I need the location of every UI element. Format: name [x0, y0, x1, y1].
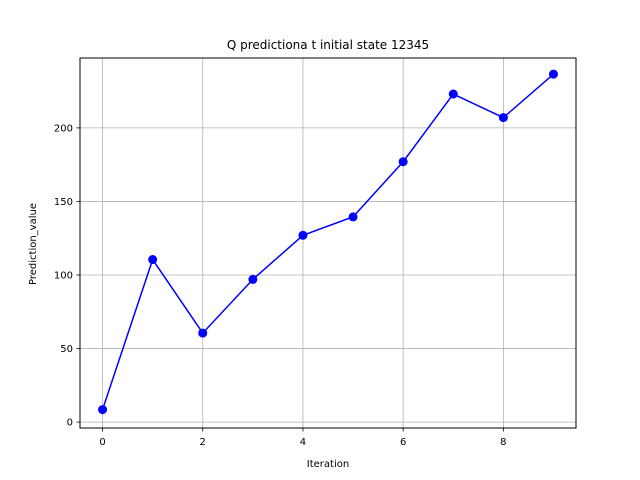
- series-layer: [98, 69, 558, 415]
- y-tick-label: 0: [67, 418, 73, 429]
- grid: [80, 58, 576, 428]
- x-tick-label: 0: [99, 437, 105, 448]
- y-tick-label: 200: [54, 123, 73, 134]
- data-point: [498, 113, 508, 123]
- data-point: [198, 328, 208, 338]
- data-point: [348, 212, 358, 222]
- y-axis-label: Prediction_value: [28, 203, 39, 285]
- x-tick-label: 2: [200, 437, 206, 448]
- series-line: [101, 73, 554, 410]
- data-point: [448, 89, 458, 99]
- x-axis-label: Iteration: [307, 459, 349, 470]
- data-point: [248, 274, 258, 284]
- data-point: [98, 405, 108, 415]
- data-point: [548, 69, 558, 79]
- x-tick-label: 4: [300, 437, 306, 448]
- y-tick-label: 150: [54, 197, 73, 208]
- y-tick-label: 50: [60, 344, 73, 355]
- ticks: 0 2 4 6 8 0 50 100 150 200: [54, 123, 507, 448]
- chart-title: Q predictiona t initial state 12345: [227, 38, 429, 52]
- x-tick-label: 6: [400, 437, 406, 448]
- y-tick-label: 100: [54, 270, 73, 281]
- plot-frame: [79, 57, 577, 429]
- data-point: [148, 255, 158, 265]
- x-tick-label: 8: [500, 437, 506, 448]
- data-point: [398, 157, 408, 167]
- data-point: [298, 230, 308, 240]
